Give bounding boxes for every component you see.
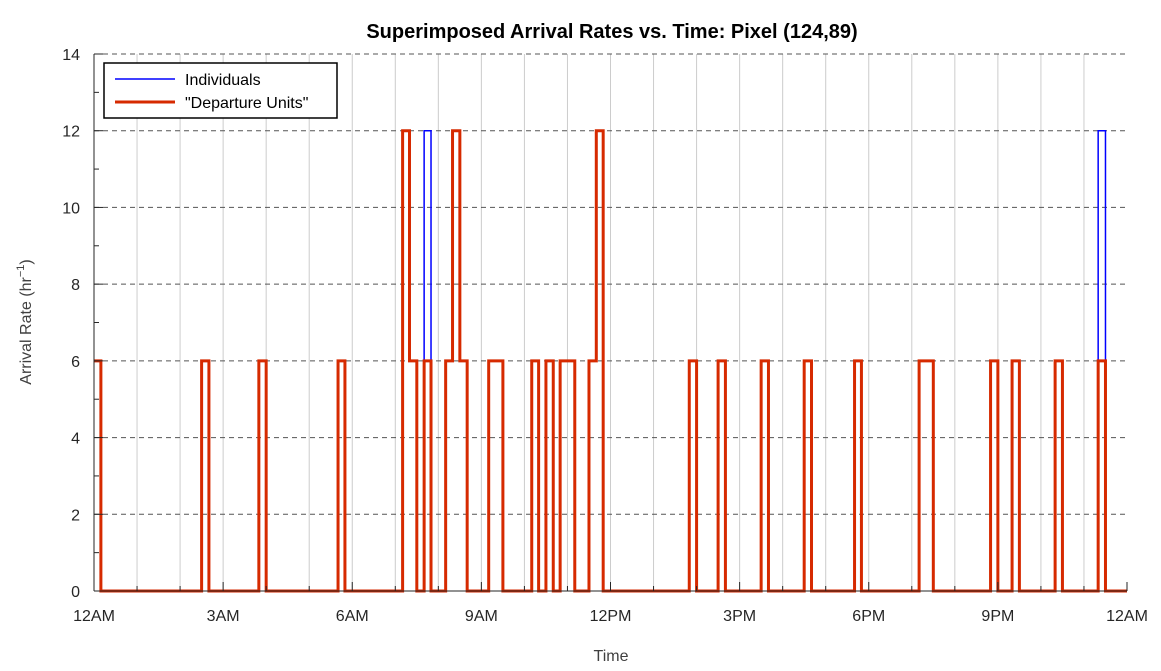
x-tick-label: 6AM bbox=[336, 608, 369, 625]
y-axis-label: Arrival Rate (hr−1) bbox=[15, 259, 35, 384]
x-tick-label: 9PM bbox=[981, 608, 1014, 625]
y-tick-label: 14 bbox=[62, 47, 80, 64]
y-axis-label-sup: −1 bbox=[15, 265, 27, 278]
y-tick-label: 4 bbox=[71, 431, 80, 448]
x-tick-label: 12AM bbox=[73, 608, 115, 625]
plot-area: 12AM 3AM 6AM 9AM 12PM 3PM 6PM 9PM 12AM 0 2 4 6 8 10 12 1… bbox=[62, 47, 1148, 625]
x-tick-label: 9AM bbox=[465, 608, 498, 625]
series-line-departure-units bbox=[94, 129, 1127, 593]
x-axis-label: Time bbox=[594, 648, 629, 665]
axes bbox=[93, 53, 1128, 592]
y-tick-label: 0 bbox=[71, 584, 80, 601]
y-tick-label: 2 bbox=[71, 507, 80, 524]
x-tick-label: 3AM bbox=[207, 608, 240, 625]
legend-box bbox=[103, 62, 338, 119]
y-tick-label: 8 bbox=[71, 277, 80, 294]
y-axis-label-main: Arrival Rate (hr bbox=[18, 276, 35, 384]
tick-labels: 12AM 3AM 6AM 9AM 12PM 3PM 6PM 9PM 12AM 0 2 4 6 8 10 12 1… bbox=[62, 47, 1148, 625]
y-tick-label: 10 bbox=[62, 200, 80, 217]
y-tick-label: 12 bbox=[62, 124, 80, 141]
chart-title: Superimposed Arrival Rates vs. Time: Pix… bbox=[366, 21, 857, 43]
y-axis-label-close: ) bbox=[18, 259, 35, 264]
x-tick-label: 3PM bbox=[723, 608, 756, 625]
legend-label-individuals: Individuals bbox=[185, 72, 261, 89]
x-tick-label: 12AM bbox=[1106, 608, 1148, 625]
series-layer bbox=[94, 129, 1127, 593]
x-tick-label: 6PM bbox=[852, 608, 885, 625]
legend-label-departure-units: "Departure Units" bbox=[185, 95, 308, 112]
x-tick-label: 12PM bbox=[590, 608, 632, 625]
y-tick-label: 6 bbox=[71, 354, 80, 371]
legend: Individuals "Departure Units" bbox=[103, 62, 338, 119]
